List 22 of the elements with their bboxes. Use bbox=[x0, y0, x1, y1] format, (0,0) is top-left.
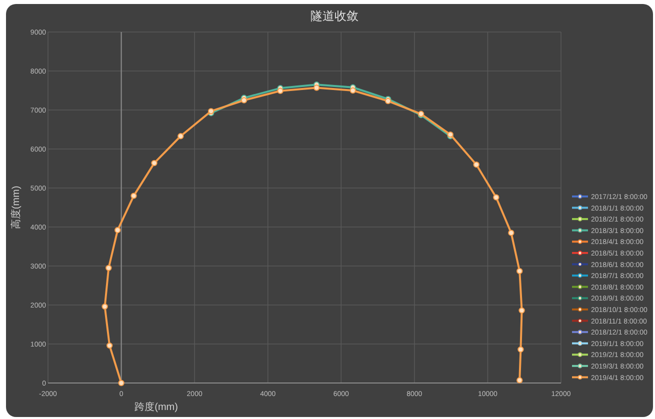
point bbox=[114, 227, 121, 234]
point bbox=[106, 342, 113, 349]
point bbox=[240, 97, 248, 104]
chart-title: 隧道收敛 bbox=[310, 9, 358, 23]
point bbox=[118, 380, 124, 386]
point bbox=[151, 160, 158, 166]
point bbox=[178, 133, 184, 140]
point bbox=[350, 87, 356, 94]
point bbox=[313, 84, 320, 91]
point bbox=[516, 268, 523, 274]
point bbox=[493, 194, 500, 200]
point bbox=[130, 192, 137, 199]
point bbox=[518, 307, 525, 314]
x-axis-title: 跨度(mm) bbox=[134, 401, 178, 413]
point bbox=[106, 264, 112, 272]
point bbox=[473, 162, 480, 168]
y-axis-title: 高度(mm) bbox=[10, 186, 22, 230]
point bbox=[516, 377, 523, 384]
point bbox=[102, 303, 108, 310]
point bbox=[277, 88, 284, 94]
point bbox=[518, 346, 524, 353]
point bbox=[508, 230, 514, 236]
